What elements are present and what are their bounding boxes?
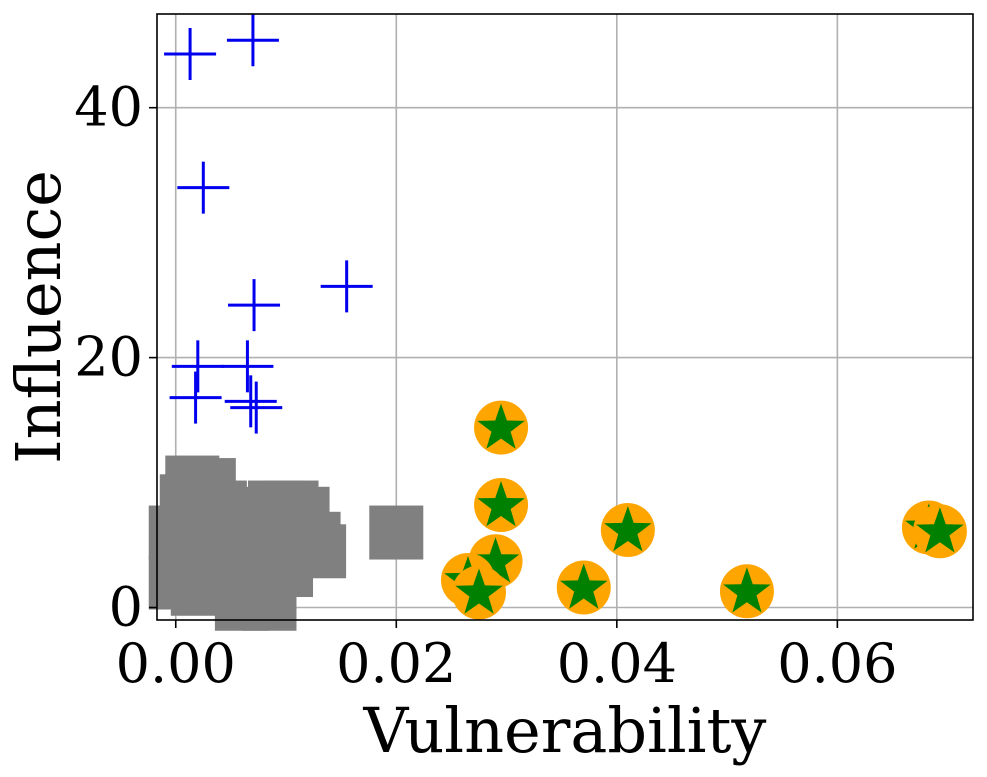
point-plus bbox=[221, 340, 274, 393]
point-plus bbox=[320, 260, 373, 313]
point-star bbox=[719, 564, 774, 619]
y-tick-label: 20 bbox=[74, 326, 143, 389]
x-axis-label: Vulnerability bbox=[363, 694, 767, 767]
point-plus bbox=[169, 371, 222, 424]
point-plus bbox=[164, 27, 217, 80]
point-plus bbox=[228, 279, 281, 332]
x-tick-label: 0.00 bbox=[116, 632, 236, 695]
ticks: 0.00 0.02 0.04 0.06 0 20 40 bbox=[74, 76, 897, 695]
point-plus bbox=[177, 161, 230, 214]
point-star bbox=[474, 478, 529, 533]
point-star bbox=[600, 503, 655, 558]
point-plus bbox=[224, 375, 277, 428]
point-plus bbox=[230, 381, 283, 434]
y-axis-label: Influence bbox=[2, 170, 75, 464]
y-tick-label: 0 bbox=[109, 576, 143, 639]
point-square bbox=[259, 543, 314, 598]
point-star bbox=[912, 504, 967, 559]
point-star bbox=[556, 560, 611, 615]
point-star bbox=[451, 565, 506, 620]
x-tick-label: 0.06 bbox=[777, 632, 897, 695]
data-marks bbox=[148, 14, 967, 631]
y-tick-label: 40 bbox=[74, 76, 143, 139]
x-tick-label: 0.02 bbox=[336, 632, 456, 695]
point-star bbox=[474, 400, 529, 455]
x-tick-label: 0.04 bbox=[557, 632, 677, 695]
point-square bbox=[369, 505, 424, 560]
point-plus bbox=[226, 14, 279, 67]
point-square bbox=[275, 486, 330, 541]
plot-frame bbox=[156, 13, 974, 621]
point-plus bbox=[171, 340, 224, 393]
